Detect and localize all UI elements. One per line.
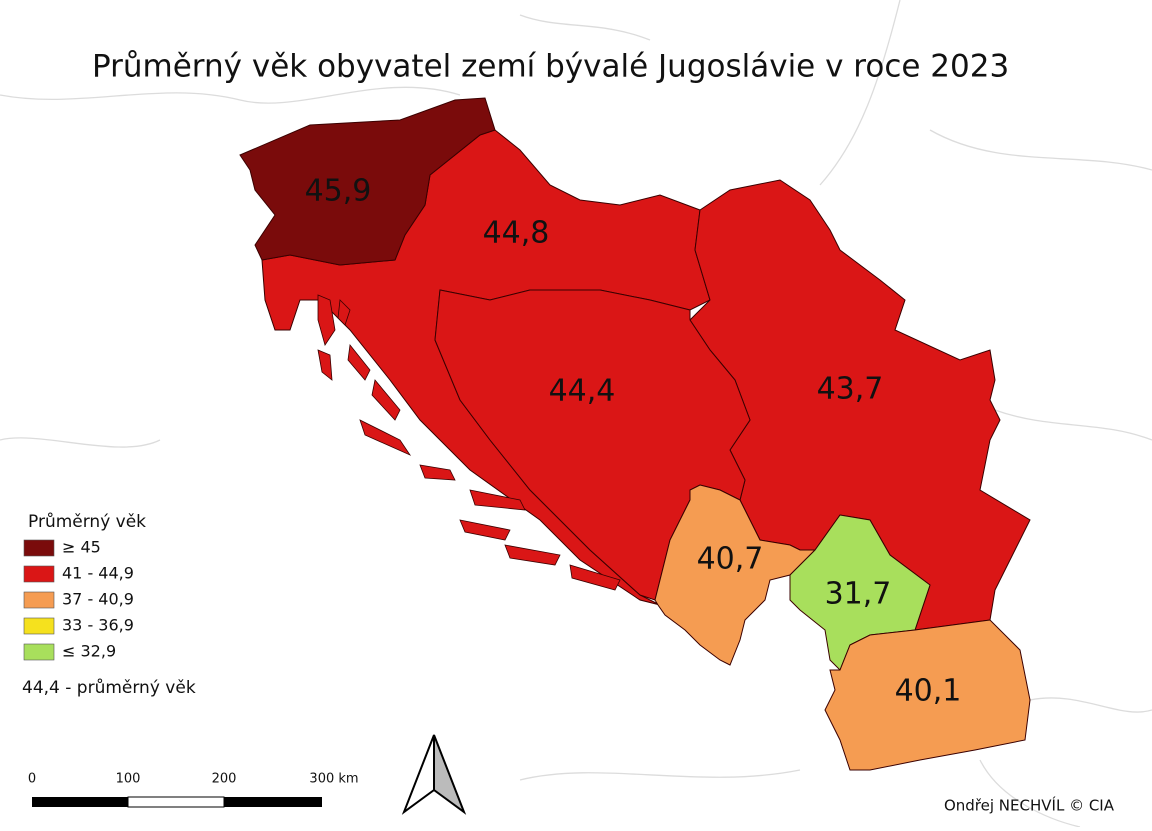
region-label: 31,7	[825, 577, 892, 612]
scale-label: 200	[212, 772, 237, 787]
legend-note: 44,4 - průměrný věk	[22, 678, 196, 698]
legend-swatch	[23, 565, 55, 583]
islands	[317, 294, 621, 591]
legend-swatch	[23, 591, 55, 609]
region-label: 40,7	[697, 542, 764, 577]
legend-swatch	[23, 539, 55, 557]
legend-label: 37 - 40,9	[62, 590, 134, 609]
credit: Ondřej NECHVÍL © CIA	[944, 796, 1115, 815]
legend-swatch	[23, 643, 55, 661]
region-label: 45,9	[305, 174, 372, 209]
region	[239, 97, 496, 266]
regions	[239, 97, 1031, 771]
scale-label: 0	[28, 772, 36, 787]
scale-segment	[224, 797, 322, 807]
region	[824, 619, 1031, 771]
legend-title: Průměrný věk	[28, 512, 146, 532]
legend-label: 41 - 44,9	[62, 564, 134, 583]
north-arrow	[401, 734, 467, 815]
scale-segment	[127, 796, 225, 808]
legend-label: 33 - 36,9	[62, 616, 134, 635]
map-title: Průměrný věk obyvatel zemí bývalé Jugosl…	[92, 49, 1009, 85]
legend-label: ≥ 45	[62, 538, 101, 557]
legend-label: ≤ 32,9	[62, 642, 116, 661]
scale-bar: 0 100 200 300 km	[28, 772, 359, 808]
region-labels: 45,9 44,8 44,4 43,7 40,7 31,7 40,1	[305, 174, 962, 709]
region-label: 43,7	[817, 372, 884, 407]
legend: Průměrný věk 44,4 - průměrný věk ≥ 45 41 …	[22, 512, 196, 698]
region-label: 44,8	[483, 216, 550, 251]
legend-swatch	[23, 617, 55, 635]
region-label: 40,1	[895, 674, 962, 709]
scale-segment	[32, 797, 128, 807]
scale-label: 300 km	[309, 772, 358, 787]
region-label: 44,4	[549, 374, 616, 409]
scale-label: 100	[116, 772, 141, 787]
